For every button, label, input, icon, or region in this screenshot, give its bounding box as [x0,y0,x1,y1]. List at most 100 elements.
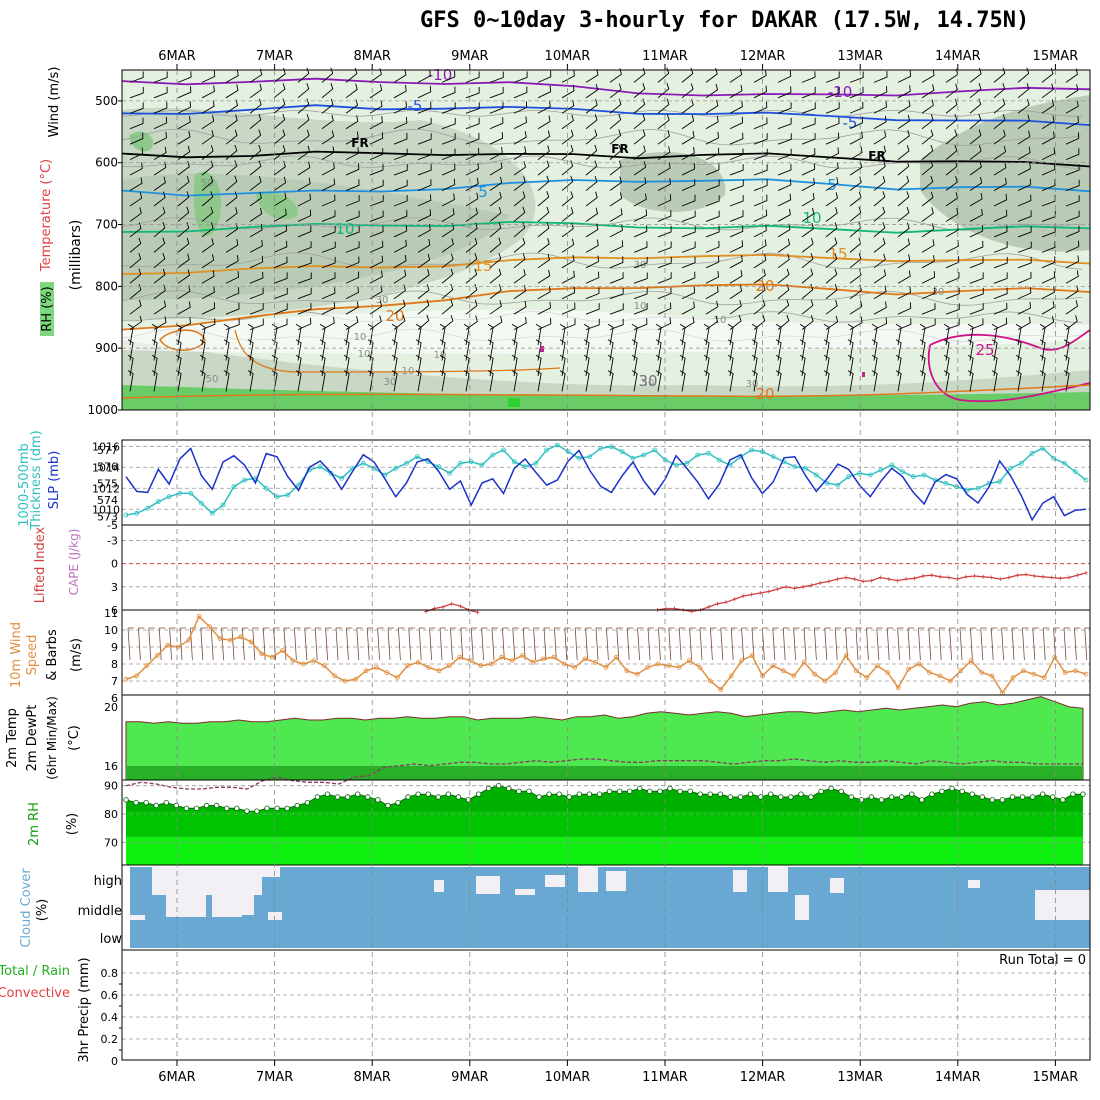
wind-barb [845,627,852,661]
wind-barb [393,224,408,238]
wind-barb [321,225,336,238]
wind-barb [753,164,768,176]
wind-barb [199,339,206,361]
wind-barb [393,210,408,222]
wind-barb [1074,627,1081,661]
wind-barb [679,354,686,377]
rh-point [606,788,613,795]
wind-barb [803,627,810,661]
wind-barb [535,323,542,346]
wind-barb [177,101,192,114]
thickness-line-point [317,464,323,470]
wind-barb [777,102,792,114]
wind-barb [1017,241,1032,253]
wind-barb [129,268,142,284]
wind-barb [607,370,614,392]
wind10-line-point [833,670,838,675]
wind-barb [753,101,768,114]
cloud-gap [830,878,844,893]
rh-point [173,802,180,809]
wind-barb [393,69,407,83]
rh-contour-label: 10 [354,332,367,343]
wind-barb [513,86,528,99]
wind-barb [1041,163,1056,176]
y-tick-label: 900 [95,341,118,355]
wind-barb [201,100,215,114]
wind-barb [153,222,166,238]
wind-barb [847,354,854,377]
wind-barb [729,116,744,130]
thickness-line-point [867,472,873,478]
wind-barb [297,129,310,145]
wind-barb [343,370,350,392]
wind10-line-point [311,658,317,663]
wind-barb [1017,256,1032,269]
wind-barb [777,268,790,284]
thickness-line-point [576,455,582,461]
wind-barb [465,117,480,130]
cloud-gap [515,889,535,895]
wind-barb [919,323,926,346]
wind-barb [943,370,950,392]
wind10-line-point [1031,671,1037,677]
wind-barb [775,370,782,392]
cloud-gap [768,867,788,892]
wind-barb [177,269,191,284]
wind-barb [295,370,302,392]
wind-barb [585,175,598,191]
wind-barb [980,627,987,661]
date-label-top: 15MAR [1033,49,1079,64]
wind-barb [729,179,744,191]
wind10-line-point [801,659,807,665]
wind-barb [585,69,599,83]
wind-barb [200,627,207,661]
y-tick-label: 3 [111,581,118,594]
wind-barb [441,299,454,315]
wind-barb [513,131,527,145]
rh-point [737,794,744,800]
wind-barb [465,102,480,114]
wind-barb [417,314,430,330]
wind-barb [655,370,662,392]
wind-barb [511,323,518,346]
wind-barb [369,300,383,315]
rh-point [274,805,280,812]
thickness-line-point [673,462,679,468]
wind-barb [1015,370,1022,392]
wind-barb [297,272,312,284]
ylabel-cloud-pct: (%) [35,899,50,922]
wind-barb [825,299,838,315]
wind-barb [489,222,502,238]
wind-barb [321,146,335,161]
rh-band-low [126,836,1083,865]
wind-barb [441,117,456,130]
thickness-line-point [231,484,237,490]
wind-barb [321,162,335,176]
wind-barb [393,195,408,207]
isotherm-20-b [234,329,561,373]
wind-barb [993,114,1006,130]
wind10-line-point [1041,675,1047,680]
wind-barb [873,130,887,145]
wind-barb [1017,316,1031,331]
wind10-line-point [958,668,964,674]
wind-barb [1063,323,1070,346]
wind10-line-point [290,658,296,663]
wind-barb [1063,370,1070,392]
wind-barb [849,101,864,114]
wind-barb [825,315,839,331]
wind-barb [777,253,790,269]
wind10-line-point [655,661,661,667]
rh-point [163,799,169,806]
rh-point [183,805,190,812]
wind10-line-point [718,687,724,692]
wind-barb [633,318,648,331]
wind-barb [970,627,977,661]
thickness-line-point [587,454,593,460]
date-label-bottom: 15MAR [1033,1070,1079,1085]
wind-barb [1001,627,1008,661]
wind10-line-point [332,673,338,679]
wind-barb [873,85,888,99]
rh-point [667,785,673,792]
wind-barb [897,627,904,661]
